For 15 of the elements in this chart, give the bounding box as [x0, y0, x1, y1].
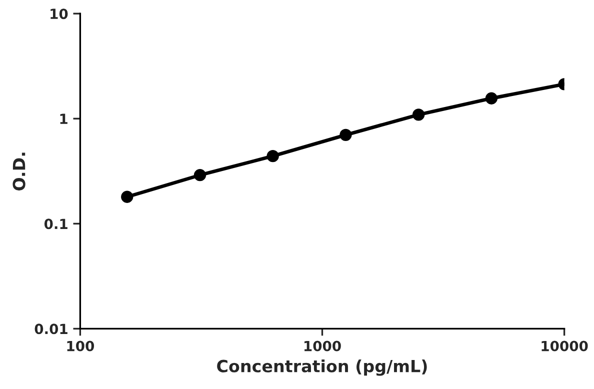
y-tick-label: 0.01: [34, 324, 68, 334]
y-tick-label: 0.1: [44, 218, 68, 230]
point: [266, 150, 279, 162]
y-tick-label: 10: [50, 8, 68, 20]
y-tick-label: 1: [60, 114, 68, 124]
point: [194, 169, 206, 182]
point: [485, 92, 498, 104]
point: [412, 108, 425, 121]
y-axis-title: O.D.: [12, 152, 26, 190]
x-tick-label: 1000: [304, 340, 341, 352]
x-tick-label: 100: [67, 340, 94, 352]
point: [340, 128, 352, 141]
x-tick-label: 10000: [542, 340, 588, 352]
x-axis-title: Concentration (pg/mL): [217, 360, 427, 376]
point: [121, 190, 134, 203]
